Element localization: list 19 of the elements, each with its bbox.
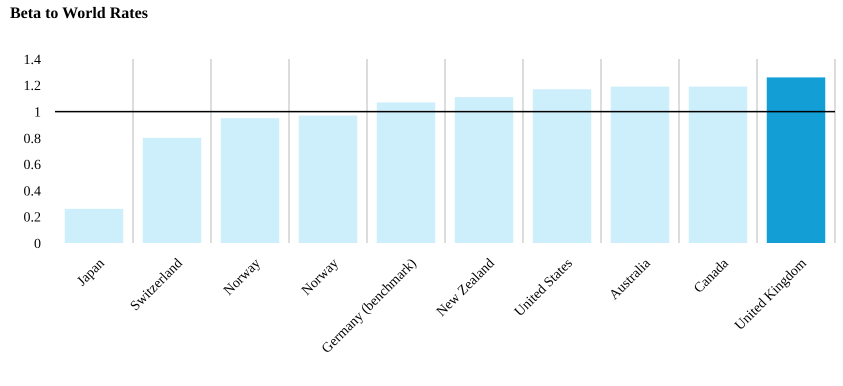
y-tick-label: 0.4 (24, 184, 41, 200)
bar (376, 102, 436, 243)
y-tick-label: 0.8 (24, 132, 41, 147)
bar (64, 208, 124, 243)
bar (220, 118, 280, 243)
y-tick-label: 1.4 (24, 52, 41, 68)
y-tick-label: 1 (34, 105, 41, 120)
bar (688, 86, 748, 243)
bar (532, 89, 592, 243)
y-tick-label: 0.6 (24, 158, 41, 174)
y-tick-label: 0 (34, 236, 41, 252)
bar (298, 116, 358, 243)
chart-title: Beta to World Rates (10, 5, 148, 22)
bar (766, 77, 826, 243)
y-tick-label: 0.2 (24, 210, 41, 226)
bar (142, 138, 202, 243)
y-tick-label: 1.2 (24, 79, 41, 94)
bar (454, 97, 514, 243)
bar (610, 86, 670, 243)
